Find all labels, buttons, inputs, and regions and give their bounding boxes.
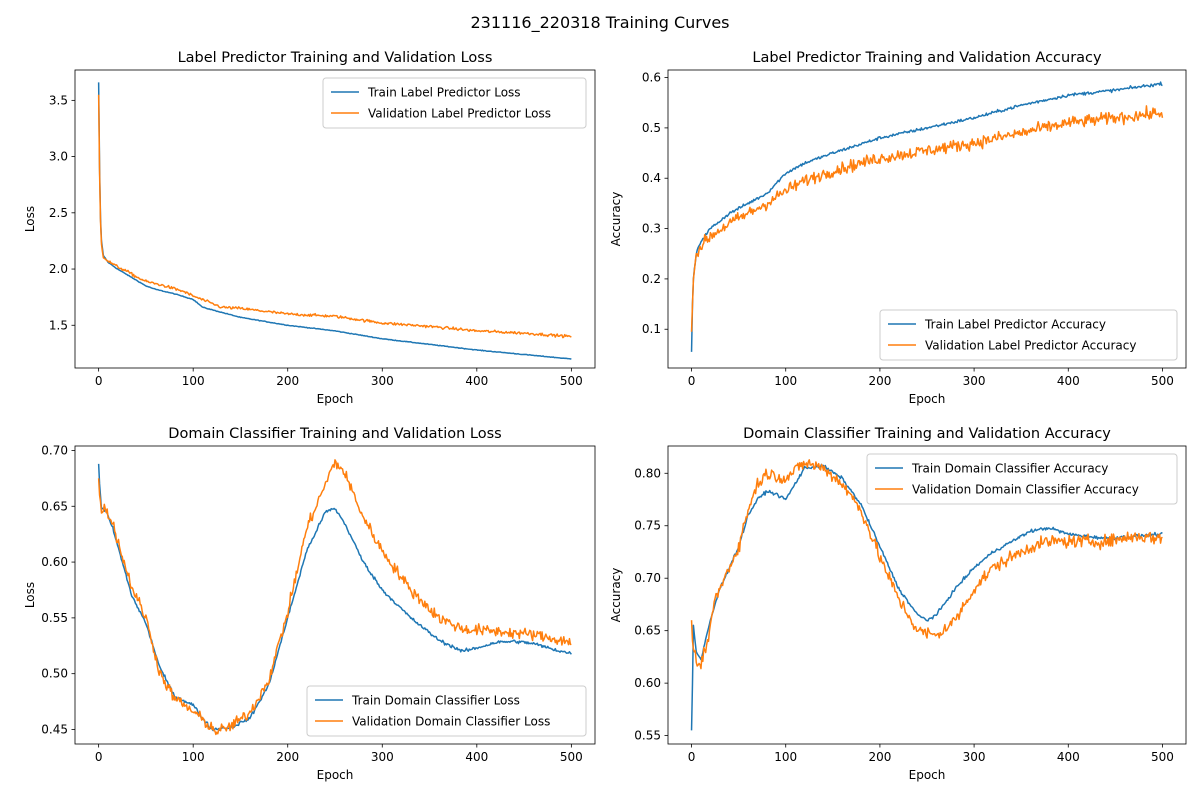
x-tick-label: 200 [276, 750, 299, 764]
y-tick-label: 0.70 [41, 443, 68, 457]
legend-box [322, 77, 587, 129]
y-tick-label: 1.5 [49, 318, 68, 332]
chart-title: Label Predictor Training and Validation … [752, 50, 1102, 66]
legend: Train Domain Classifier Loss Validation D… [306, 685, 587, 737]
y-tick-label: 0.65 [634, 624, 661, 638]
x-tick-label: 300 [963, 374, 986, 388]
legend-label: Train Label Predictor Loss [367, 86, 521, 100]
x-tick-label: 500 [560, 374, 583, 388]
y-tick-label: 0.55 [41, 611, 68, 625]
x-axis-label: Epoch [317, 392, 354, 406]
x-tick-label: 400 [465, 750, 488, 764]
x-tick-label: 100 [774, 750, 797, 764]
y-tick-label: 0.50 [41, 667, 68, 681]
axes-frame [74, 445, 596, 745]
x-tick-label: 0 [688, 374, 696, 388]
x-tick-label: 500 [1151, 374, 1174, 388]
figure-suptitle: 231116_220318 Training Curves [470, 13, 730, 32]
axes-frame [667, 69, 1187, 369]
y-tick-label: 0.5 [642, 121, 661, 135]
y-axis-label: Accuracy [609, 192, 623, 247]
x-axis-label: Epoch [909, 392, 946, 406]
y-tick-label: 2.5 [49, 206, 68, 220]
x-tick-label: 200 [868, 750, 891, 764]
y-tick-label: 3.5 [49, 93, 68, 107]
legend-label: Train Domain Classifier Loss [351, 694, 520, 708]
x-tick-label: 300 [371, 750, 394, 764]
legend-label: Validation Domain Classifier Loss [352, 715, 550, 729]
x-tick-label: 300 [963, 750, 986, 764]
x-tick-label: 200 [276, 374, 299, 388]
legend-label: Train Domain Classifier Accuracy [911, 462, 1108, 476]
y-tick-label: 3.0 [49, 150, 68, 164]
chart-panel-4: 0 100 200 300 400 500 0.55 0.60 0.65 0.70 0.75 0.80… [609, 426, 1187, 782]
series-line-train [690, 463, 1163, 731]
legend: Train Domain Classifier Accuracy Validati… [866, 453, 1178, 505]
axes-frame [667, 445, 1187, 745]
axes-frame [74, 69, 596, 369]
x-tick-label: 0 [688, 750, 696, 764]
y-tick-label: 0.1 [642, 322, 661, 336]
series-line-validation [690, 105, 1164, 332]
x-axis-label: Epoch [909, 768, 946, 782]
chart-panel-1: 0 100 200 300 400 500 1.5 2.0 2.5 3.0 3.5 Label Pre… [23, 50, 596, 406]
x-axis-label: Epoch [317, 768, 354, 782]
x-tick-label: 400 [1057, 750, 1080, 764]
x-tick-label: 400 [465, 374, 488, 388]
y-axis-label: Loss [23, 582, 37, 608]
legend-box [879, 309, 1178, 361]
legend: Train Label Predictor Loss Validation Lab… [322, 77, 587, 129]
y-tick-label: 0.3 [642, 222, 661, 236]
y-tick-label: 0.4 [642, 171, 661, 185]
y-axis-label: Loss [23, 206, 37, 232]
y-tick-label: 0.45 [41, 722, 68, 736]
series-line-train [690, 81, 1163, 352]
chart-panel-3: 0 100 200 300 400 500 0.45 0.50 0.55 0.60 0.65 0.70… [23, 426, 596, 782]
chart-title: Domain Classifier Training and Validatio… [168, 426, 501, 442]
y-tick-label: 0.75 [634, 519, 661, 533]
series-line-validation [690, 459, 1163, 670]
y-tick-label: 0.55 [634, 729, 661, 743]
y-tick-label: 0.6 [642, 71, 661, 85]
legend-label: Validation Label Predictor Accuracy [925, 339, 1136, 353]
legend-label: Validation Domain Classifier Accuracy [912, 483, 1139, 497]
y-tick-label: 0.2 [642, 272, 661, 286]
series-line-train [97, 82, 572, 360]
y-tick-label: 0.70 [634, 571, 661, 585]
x-tick-label: 500 [1151, 750, 1174, 764]
chart-title: Label Predictor Training and Validation … [178, 50, 493, 66]
x-tick-label: 300 [371, 374, 394, 388]
x-tick-label: 100 [774, 374, 797, 388]
x-tick-label: 500 [560, 750, 583, 764]
chart-panel-2: 0 100 200 300 400 500 0.1 0.2 0.3 0.4 0.5 0.6 Label … [609, 50, 1187, 406]
y-tick-label: 2.0 [49, 262, 68, 276]
legend-label: Validation Label Predictor Loss [368, 107, 551, 121]
y-tick-label: 0.80 [634, 466, 661, 480]
x-tick-label: 100 [182, 750, 205, 764]
legend-box [306, 685, 587, 737]
series-line-validation [97, 459, 572, 736]
x-tick-label: 0 [95, 750, 103, 764]
y-tick-label: 0.60 [41, 555, 68, 569]
x-tick-label: 0 [95, 374, 103, 388]
legend-box [866, 453, 1178, 505]
y-tick-label: 0.65 [41, 499, 68, 513]
chart-title: Domain Classifier Training and Validatio… [743, 426, 1111, 442]
legend-label: Train Label Predictor Accuracy [924, 318, 1106, 332]
y-axis-label: Accuracy [609, 568, 623, 623]
x-tick-label: 200 [868, 374, 891, 388]
legend: Train Label Predictor Accuracy Validation… [879, 309, 1178, 361]
x-tick-label: 400 [1057, 374, 1080, 388]
x-tick-label: 100 [182, 374, 205, 388]
series-line-validation [97, 94, 572, 339]
y-tick-label: 0.60 [634, 676, 661, 690]
